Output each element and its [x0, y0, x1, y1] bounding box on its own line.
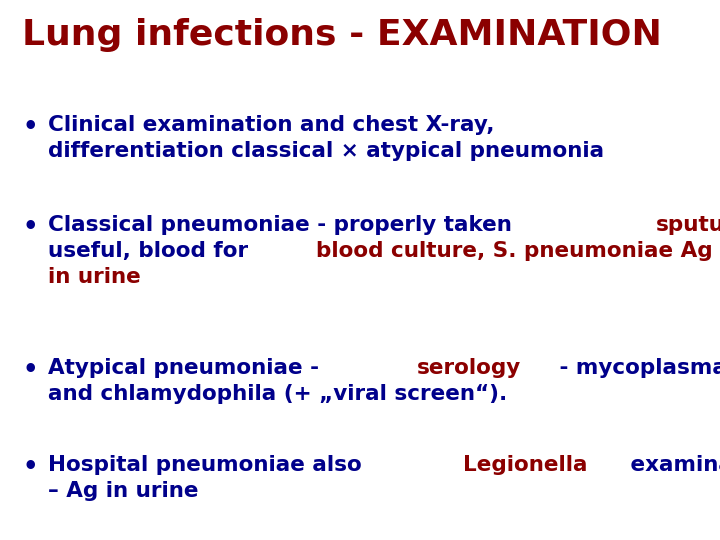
- Text: •: •: [22, 115, 37, 139]
- Text: sputum: sputum: [656, 215, 720, 235]
- Text: Clinical examination and chest X-ray,: Clinical examination and chest X-ray,: [48, 115, 495, 135]
- Text: – Ag in urine: – Ag in urine: [48, 481, 199, 501]
- Text: Classical pneumoniae - properly taken: Classical pneumoniae - properly taken: [48, 215, 519, 235]
- Text: - mycoplasma: - mycoplasma: [552, 358, 720, 378]
- Text: useful, blood for: useful, blood for: [48, 241, 256, 261]
- Text: Atypical pneumoniae -: Atypical pneumoniae -: [48, 358, 334, 378]
- Text: blood culture, S. pneumoniae Ag: blood culture, S. pneumoniae Ag: [316, 241, 713, 261]
- Text: examination: examination: [624, 455, 720, 475]
- Text: Hospital pneumoniae also: Hospital pneumoniae also: [48, 455, 369, 475]
- Text: serology: serology: [417, 358, 521, 378]
- Text: and chlamydophila (+ „viral screen“).: and chlamydophila (+ „viral screen“).: [48, 384, 508, 404]
- Text: Legionella: Legionella: [462, 455, 587, 475]
- Text: •: •: [22, 358, 37, 382]
- Text: •: •: [22, 215, 37, 239]
- Text: •: •: [22, 455, 37, 479]
- Text: differentiation classical × atypical pneumonia: differentiation classical × atypical pne…: [48, 141, 604, 161]
- Text: in urine: in urine: [48, 267, 140, 287]
- Text: Lung infections - EXAMINATION: Lung infections - EXAMINATION: [22, 18, 662, 52]
